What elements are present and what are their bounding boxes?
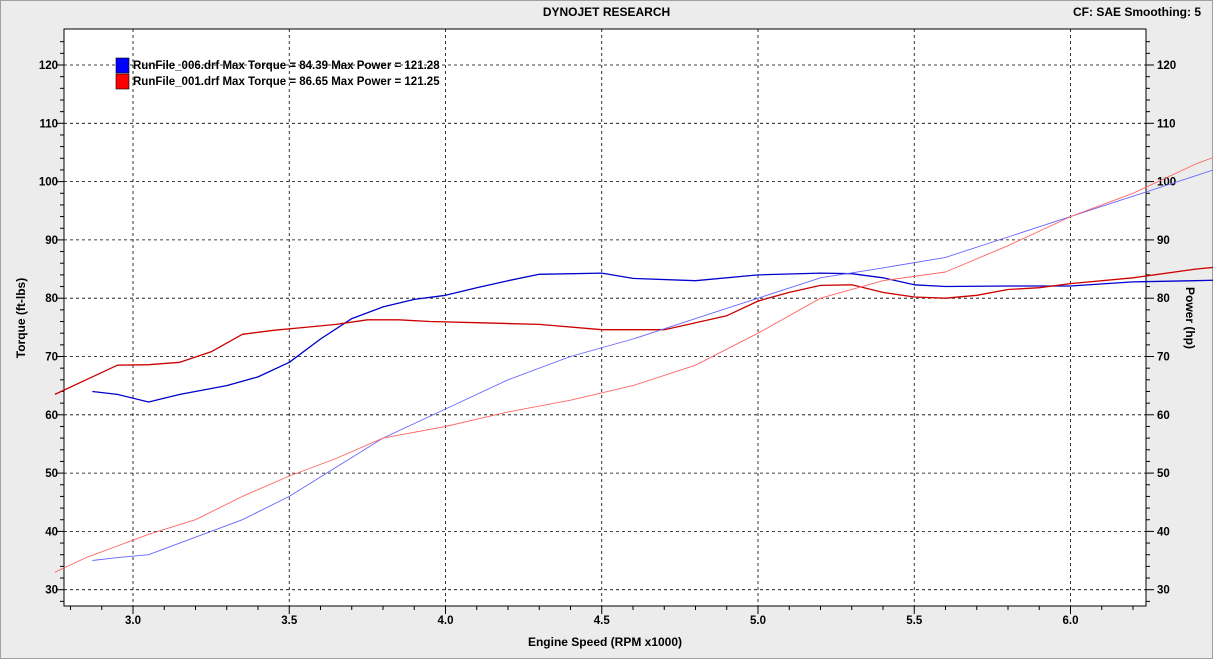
power-tick-label: 120	[1157, 60, 1176, 72]
x-tick-label: 4.5	[594, 615, 611, 627]
right-axis-label: Power (hp)	[1183, 287, 1197, 349]
runfile-001-drf-power-line	[54, 157, 1213, 573]
torque-tick-label: 60	[45, 410, 58, 422]
x-axis-label: Engine Speed (RPM x1000)	[528, 635, 682, 649]
power-tick-label: 80	[1157, 293, 1170, 305]
legend-entry-label: RunFile_006.drf Max Torque = 84.39 Max P…	[133, 60, 440, 72]
legend-entry-label: RunFile_001.drf Max Torque = 86.65 Max P…	[133, 76, 440, 88]
torque-tick-labels: 30 40 50 60 70 80 90 100 110 120	[39, 60, 58, 597]
torque-tick-label: 30	[45, 585, 58, 597]
torque-tick-label: 40	[45, 526, 58, 538]
runfile-001-drf-torque-line	[54, 266, 1213, 395]
x-tick-label: 3.0	[125, 615, 141, 627]
legend: RunFile_006.drf Max Torque = 84.39 Max P…	[115, 57, 440, 90]
legend-swatch	[115, 73, 130, 90]
runfile-006-drf-power-line	[92, 169, 1213, 561]
axis-ticks	[56, 41, 1154, 614]
torque-tick-label: 50	[45, 468, 58, 480]
data-series	[54, 157, 1213, 573]
torque-tick-label: 90	[45, 235, 58, 247]
power-tick-label: 60	[1157, 410, 1170, 422]
x-tick-label: 5.5	[906, 615, 923, 627]
power-tick-label: 70	[1157, 352, 1170, 364]
torque-tick-label: 70	[45, 352, 58, 364]
power-tick-label: 30	[1157, 585, 1170, 597]
x-tick-label: 6.0	[1063, 615, 1079, 627]
torque-tick-label: 120	[39, 60, 58, 72]
power-tick-label: 110	[1157, 118, 1176, 130]
legend-swatch	[115, 57, 130, 74]
torque-tick-label: 100	[39, 177, 58, 189]
torque-tick-label: 110	[39, 118, 58, 130]
power-tick-label: 40	[1157, 526, 1170, 538]
left-axis-label: Torque (ft-lbs)	[14, 278, 28, 358]
correction-settings-label: CF: SAE Smoothing: 5	[1073, 5, 1201, 19]
x-tick-labels: 3.03.54.04.55.05.56.06.57.07.58.08.59.0	[125, 615, 1079, 627]
plot-area	[63, 28, 1147, 607]
power-tick-label: 90	[1157, 235, 1170, 247]
runfile-006-drf-torque-line	[92, 272, 1213, 403]
x-tick-label: 5.0	[750, 615, 766, 627]
grid-lines	[64, 29, 1146, 606]
torque-tick-label: 80	[45, 293, 58, 305]
x-tick-label: 3.5	[281, 615, 298, 627]
x-tick-label: 4.0	[438, 615, 454, 627]
chart-header-title: DYNOJET RESEARCH	[542, 5, 671, 19]
power-tick-label: 50	[1157, 468, 1170, 480]
